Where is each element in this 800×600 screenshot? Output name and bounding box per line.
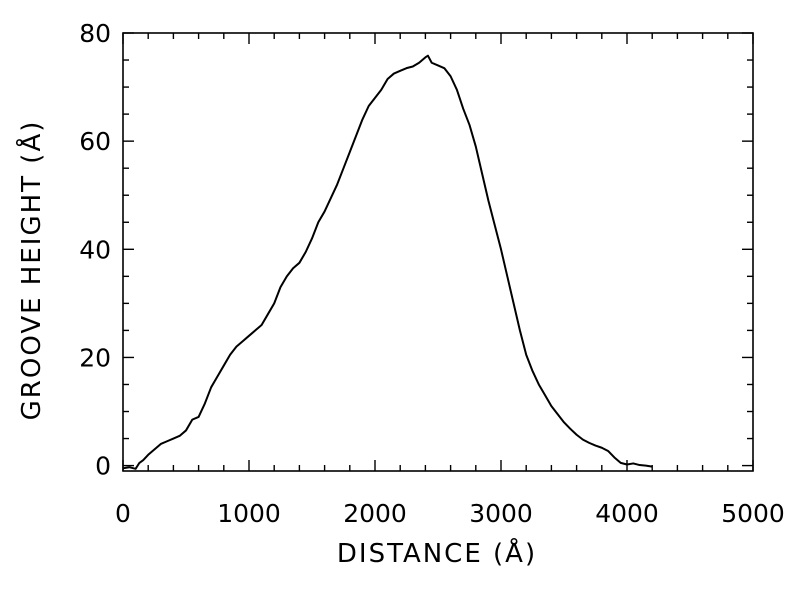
major-ticks <box>122 32 754 471</box>
y-tick-label: 60 <box>79 127 111 156</box>
x-axis-title: DISTANCE (Å) <box>337 537 537 569</box>
minor-ticks <box>123 33 753 471</box>
tick-labels: 0 1000 2000 3000 4000 5000 0 20 40 60 80 <box>79 19 785 528</box>
x-tick-label: 1000 <box>217 499 281 528</box>
x-tick-label: 0 <box>115 499 131 528</box>
x-tick-label: 3000 <box>469 499 533 528</box>
series-line <box>122 54 653 470</box>
y-axis-title: GROOVE HEIGHT (Å) <box>15 120 47 421</box>
x-tick-label: 4000 <box>595 499 659 528</box>
plot-frame <box>122 32 754 472</box>
y-tick-label: 0 <box>95 452 111 481</box>
y-tick-label: 20 <box>79 343 111 372</box>
x-tick-label: 5000 <box>721 499 785 528</box>
y-tick-label: 40 <box>79 235 111 264</box>
x-tick-label: 2000 <box>343 499 407 528</box>
y-tick-label: 80 <box>79 19 111 48</box>
